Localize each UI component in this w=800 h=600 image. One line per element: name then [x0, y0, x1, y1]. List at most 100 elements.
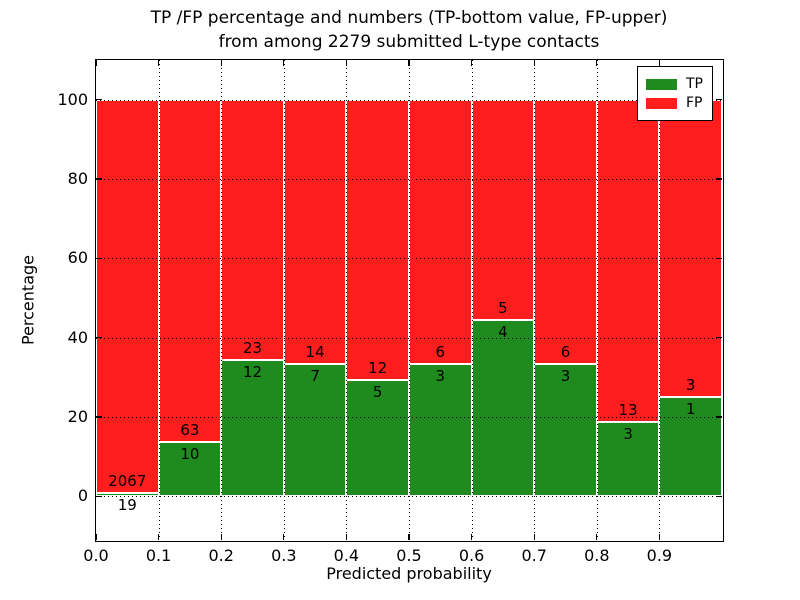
x-tick-label: 0.5 — [396, 546, 422, 565]
bar-segment-tp — [158, 442, 222, 497]
x-tick-top — [408, 60, 410, 66]
chart-title-line1: TP /FP percentage and numbers (TP-bottom… — [150, 8, 668, 28]
legend-label-tp: TP — [686, 76, 703, 92]
y-tick-right — [716, 416, 722, 418]
x-tick-bottom — [471, 534, 473, 540]
x-tick-top — [596, 60, 598, 66]
y-tick-right — [716, 495, 722, 498]
bar-segment-tp — [96, 492, 159, 497]
bar-segment-tp — [534, 364, 597, 497]
bar-label-tp: 7 — [310, 367, 320, 386]
bar-segment-fp — [346, 99, 409, 380]
x-gridline — [471, 60, 473, 540]
x-gridline — [283, 60, 285, 540]
bar-segment-tp — [346, 379, 409, 497]
x-tick-top — [533, 60, 535, 66]
bar-segment-fp — [283, 99, 347, 365]
x-gridline — [534, 60, 536, 540]
bar-label-tp: 5 — [372, 382, 383, 401]
bar-segment-fp — [534, 99, 597, 365]
y-tick-label: 100 — [57, 89, 88, 109]
x-tick-top — [95, 60, 97, 66]
y-tick-label: 20 — [67, 407, 88, 427]
x-gridline — [346, 60, 348, 540]
x-tick-label: 0.3 — [271, 546, 297, 565]
bar-label-tp: 4 — [498, 323, 508, 342]
bar-segment-fp — [158, 99, 222, 442]
bar-segment-tp — [409, 364, 472, 497]
x-tick-top — [283, 60, 285, 66]
y-tick-label: 60 — [67, 248, 88, 268]
chart-title: TP /FP percentage and numbers (TP-bottom… — [96, 6, 722, 54]
bar-label-fp: 6 — [435, 343, 446, 362]
bar-segment-fp — [596, 99, 660, 422]
y-tick-left — [96, 178, 102, 180]
x-tick-bottom — [345, 534, 348, 540]
legend: TP FP — [637, 66, 713, 121]
bar-label-tp: 3 — [560, 367, 571, 386]
x-gridline — [409, 60, 410, 540]
x-tick-bottom — [283, 534, 285, 540]
y-tick-right — [716, 257, 722, 260]
bar-segment-tp — [221, 360, 284, 497]
x-tick-bottom — [158, 534, 160, 540]
x-axis-title: Predicted probability — [326, 564, 492, 583]
bar-segment-tp — [471, 320, 535, 497]
legend-swatch-tp — [646, 78, 677, 90]
x-tick-top — [220, 60, 222, 66]
bar-label-tp: 12 — [242, 363, 263, 382]
y-tick-label: 80 — [67, 169, 88, 188]
y-tick-right — [716, 337, 722, 339]
y-tick-left — [96, 99, 102, 101]
y-tick-left — [96, 416, 102, 418]
x-tick-label: 0.7 — [521, 546, 547, 565]
x-tick-label: 0.4 — [333, 546, 360, 565]
bar-label-fp: 63 — [180, 421, 200, 440]
legend-entry-tp: TP — [646, 76, 703, 92]
y-axis-title: Percentage — [18, 254, 38, 346]
x-tick-bottom — [533, 534, 535, 540]
bar-label-fp: 2067 — [108, 471, 147, 490]
bar-segment-tp — [659, 397, 722, 497]
bar-label-fp: 5 — [498, 299, 508, 318]
bar-label-tp: 19 — [117, 495, 137, 514]
y-tick-label: 40 — [67, 327, 88, 347]
x-tick-label: 0.0 — [83, 546, 109, 565]
chart-title-line2: from among 2279 submitted L-type contact… — [218, 32, 600, 52]
y-tick-left — [96, 495, 102, 498]
bar-segment-fp — [659, 99, 722, 398]
bar-label-fp: 23 — [242, 339, 263, 358]
legend-swatch-fp — [646, 97, 677, 109]
x-tick-label: 0.9 — [646, 546, 673, 565]
bar-label-fp: 13 — [618, 400, 638, 419]
legend-label-fp: FP — [686, 95, 703, 111]
bar-label-tp: 10 — [180, 445, 200, 464]
x-tick-label: 0.1 — [145, 546, 172, 565]
bar-label-fp: 12 — [368, 358, 388, 377]
x-tick-bottom — [408, 534, 410, 540]
bar-label-tp: 3 — [435, 367, 446, 386]
x-tick-top — [658, 60, 661, 66]
bar-segment-tp — [283, 364, 347, 497]
bar-segment-fp — [221, 99, 284, 361]
x-tick-label: 0.6 — [458, 546, 485, 565]
x-tick-label: 0.8 — [584, 546, 610, 565]
y-tick-right — [716, 178, 722, 180]
bar-segment-fp — [96, 99, 159, 493]
legend-entry-fp: FP — [646, 95, 703, 111]
x-tick-bottom — [596, 534, 598, 540]
y-tick-left — [96, 337, 102, 339]
bar-label-fp: 6 — [560, 343, 571, 362]
x-gridline — [659, 60, 661, 540]
x-gridline — [158, 60, 160, 540]
x-tick-top — [471, 60, 473, 66]
x-gridline — [221, 60, 223, 540]
x-tick-label: 0.2 — [208, 546, 234, 565]
bar-label-tp: 3 — [623, 424, 633, 443]
x-tick-bottom — [95, 534, 97, 540]
bar-segment-fp — [471, 99, 535, 321]
y-tick-right — [716, 99, 722, 101]
y-tick-left — [96, 257, 102, 260]
y-tick-label: 0 — [77, 486, 88, 506]
